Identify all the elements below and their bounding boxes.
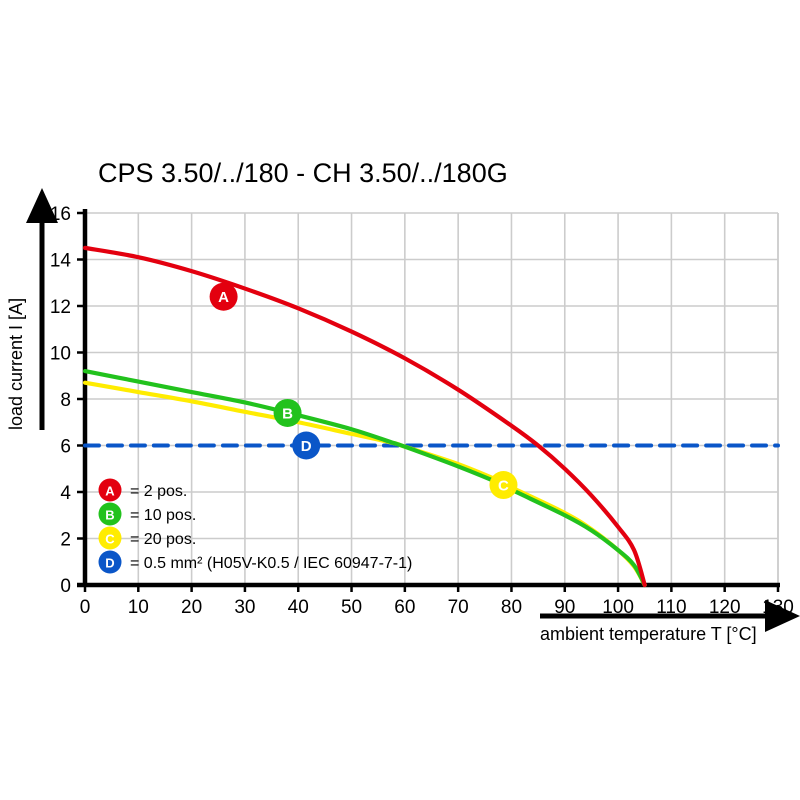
legend-label-a: = 2 pos. bbox=[130, 483, 187, 500]
curve-marker-d: D bbox=[292, 431, 321, 460]
marker-letter-c: C bbox=[498, 478, 509, 495]
series-markers: A B C D bbox=[209, 282, 518, 500]
series-curve-b bbox=[82, 369, 647, 588]
y-axis-tick-label: 12 bbox=[50, 297, 71, 318]
marker-circle-d bbox=[292, 431, 321, 460]
legend-marker-d bbox=[98, 550, 122, 574]
legend-letter-d: D bbox=[105, 556, 114, 571]
legend-letter-a: A bbox=[105, 484, 115, 499]
grid-lines bbox=[85, 212, 779, 585]
marker-circle-b bbox=[273, 398, 302, 427]
y-axis-label: load current I [A] bbox=[6, 298, 26, 430]
legend-item-b: B = 10 pos. bbox=[98, 502, 196, 526]
x-axis-tick-label: 60 bbox=[394, 597, 415, 618]
x-axis-tick-label: 0 bbox=[80, 597, 91, 618]
x-axis-tick-label: 40 bbox=[288, 597, 309, 618]
legend-item-a: A = 2 pos. bbox=[98, 478, 187, 502]
legend-item-d: D = 0.5 mm² (H05V-K0.5 / IEC 60947-7-1) bbox=[98, 550, 412, 574]
x-axis: 0 10 20 30 40 50 60 70 80 90 100 110 120 130 bbox=[77, 582, 794, 618]
y-axis: 0 2 4 6 8 10 12 14 16 bbox=[50, 204, 88, 597]
x-axis-tick-label: 30 bbox=[234, 597, 255, 618]
y-axis-tick-label: 0 bbox=[60, 576, 71, 597]
marker-letter-b: B bbox=[282, 405, 293, 422]
y-axis-tick-label: 14 bbox=[50, 251, 72, 272]
legend-letter-b: B bbox=[105, 508, 114, 523]
chart-legend: A = 2 pos. B = 10 pos. C = 20 pos. D = 0.5 mm² … bbox=[98, 478, 412, 574]
chart-title: CPS 3.50/../180 - CH 3.50/../180G bbox=[98, 158, 508, 188]
y-axis-tick-label: 2 bbox=[60, 530, 71, 551]
y-axis-tick-label: 6 bbox=[60, 437, 71, 458]
x-axis-tick-label: 10 bbox=[128, 597, 149, 618]
curve-marker-c: C bbox=[489, 471, 518, 500]
legend-label-c: = 20 pos. bbox=[130, 531, 196, 548]
legend-marker-b bbox=[98, 502, 122, 526]
series-curves bbox=[82, 245, 780, 588]
marker-letter-a: A bbox=[218, 289, 229, 306]
legend-item-c: C = 20 pos. bbox=[98, 526, 196, 550]
legend-marker-c bbox=[98, 526, 122, 550]
x-axis-tick-label: 100 bbox=[602, 597, 634, 618]
y-axis-tick-label: 8 bbox=[60, 390, 71, 411]
legend-letter-c: C bbox=[105, 532, 115, 547]
legend-marker-a bbox=[98, 478, 122, 502]
marker-circle-c bbox=[489, 471, 518, 500]
x-axis-tick-label: 50 bbox=[341, 597, 362, 618]
curve-marker-a: A bbox=[209, 282, 238, 311]
x-axis-tick-label: 110 bbox=[656, 597, 686, 618]
x-axis-tick-label: 70 bbox=[448, 597, 469, 618]
curve-marker-b: B bbox=[273, 398, 302, 427]
x-axis-tick-label: 20 bbox=[181, 597, 202, 618]
legend-label-d: = 0.5 mm² (H05V-K0.5 / IEC 60947-7-1) bbox=[130, 555, 412, 572]
y-axis-tick-label: 16 bbox=[50, 204, 71, 225]
marker-circle-a bbox=[209, 282, 238, 311]
x-axis-tick-label: 80 bbox=[501, 597, 522, 618]
legend-label-b: = 10 pos. bbox=[130, 507, 196, 524]
y-axis-tick-label: 4 bbox=[60, 483, 71, 504]
x-axis-tick-label: 120 bbox=[709, 597, 741, 618]
series-curve-a bbox=[82, 245, 647, 588]
x-axis-label: ambient temperature T [°C] bbox=[540, 624, 757, 644]
y-axis-tick-label: 10 bbox=[50, 344, 71, 365]
marker-letter-d: D bbox=[301, 438, 312, 455]
x-axis-tick-label: 90 bbox=[554, 597, 575, 618]
